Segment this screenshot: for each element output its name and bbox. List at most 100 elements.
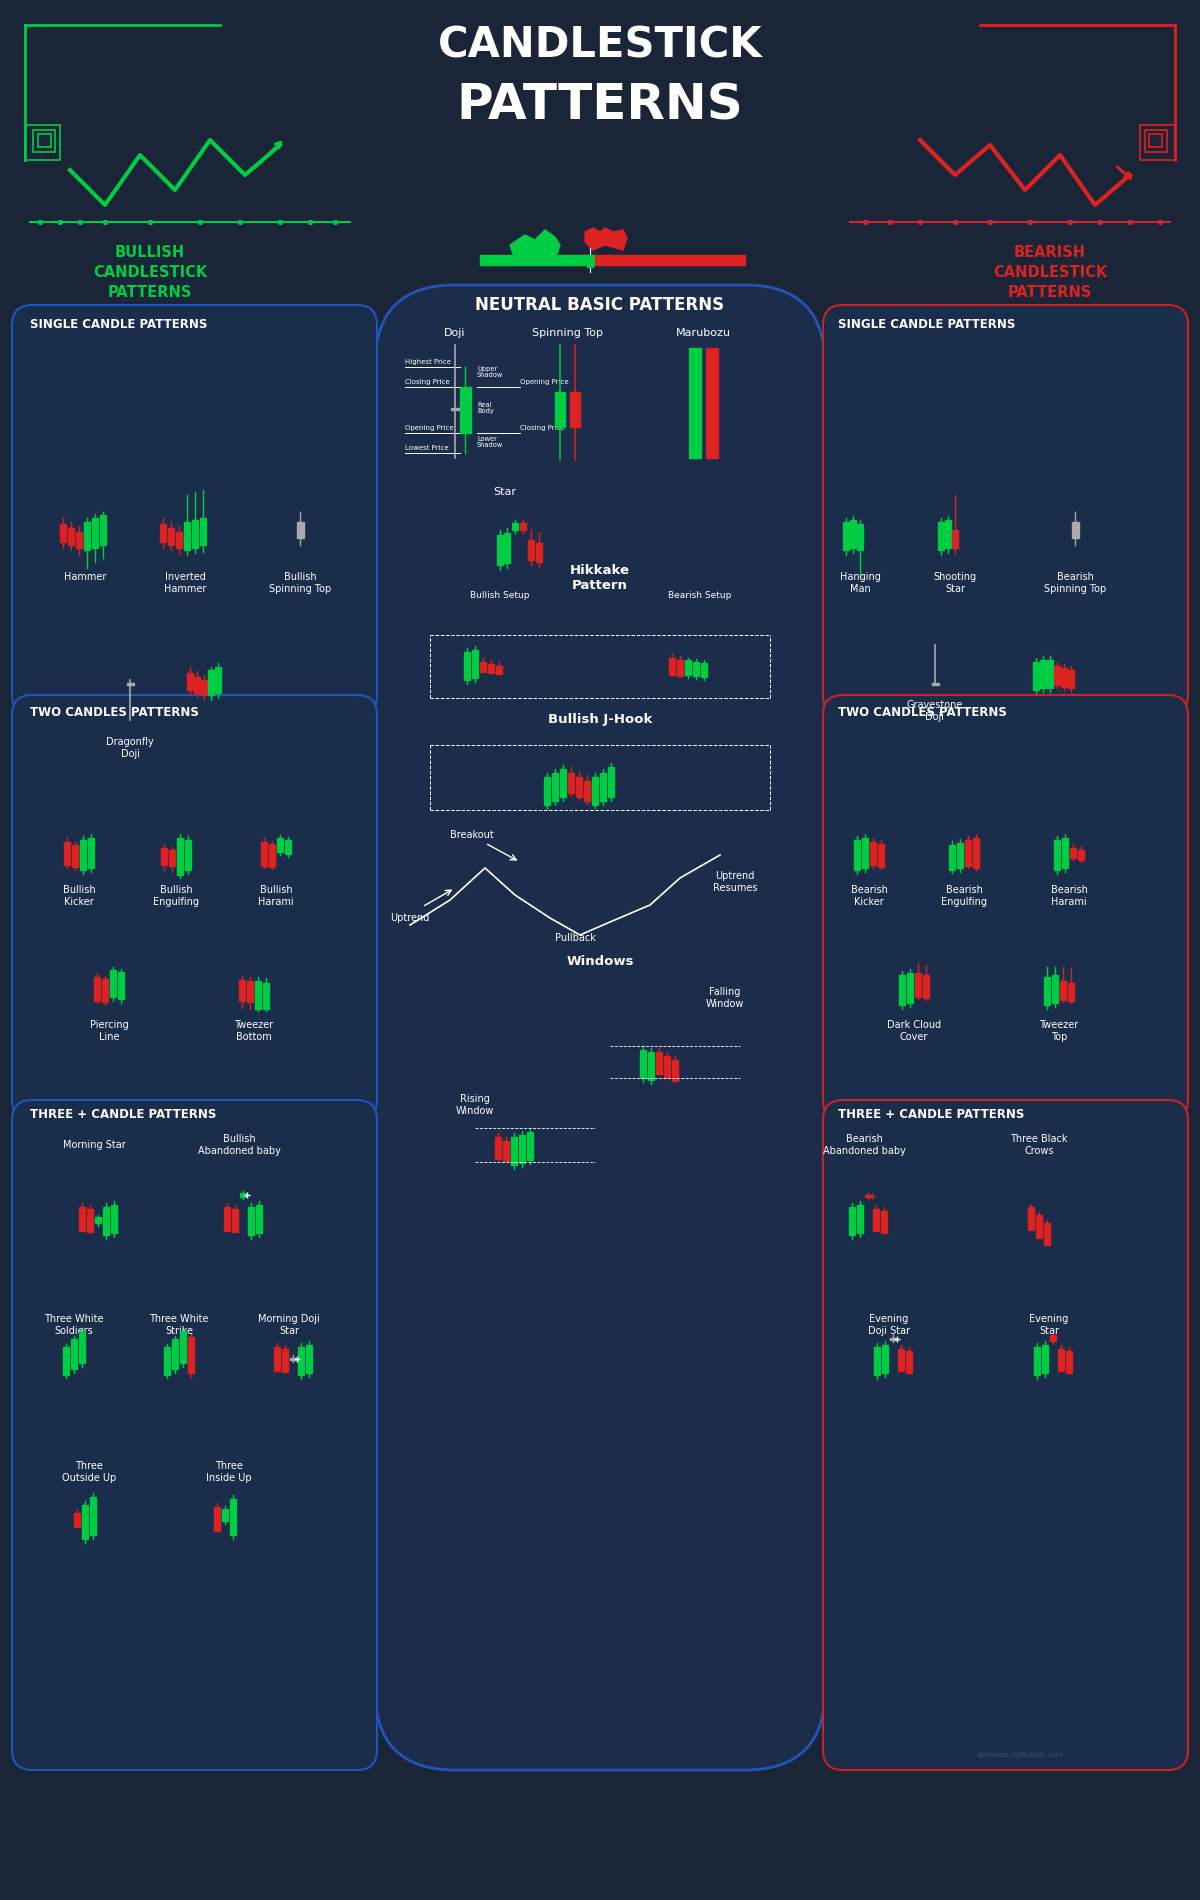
- Bar: [899, 1349, 904, 1372]
- Bar: [240, 1193, 246, 1197]
- Bar: [464, 652, 469, 680]
- Bar: [899, 975, 905, 1005]
- Bar: [953, 530, 958, 547]
- Text: TWO CANDLES PATTERNS: TWO CANDLES PATTERNS: [838, 705, 1007, 718]
- Bar: [600, 773, 606, 802]
- Bar: [290, 1358, 295, 1360]
- Bar: [587, 255, 593, 268]
- Bar: [694, 661, 698, 676]
- Bar: [194, 676, 199, 694]
- Text: Uptrend
Resumes: Uptrend Resumes: [713, 872, 757, 893]
- Bar: [706, 348, 718, 458]
- Bar: [79, 1332, 85, 1362]
- Text: THREE + CANDLE PATTERNS: THREE + CANDLE PATTERNS: [30, 1108, 216, 1121]
- Text: Gravestone
Doji: Gravestone Doji: [907, 699, 964, 722]
- Bar: [60, 524, 66, 542]
- Bar: [504, 534, 510, 562]
- Text: NEUTRAL BASIC PATTERNS: NEUTRAL BASIC PATTERNS: [475, 296, 725, 314]
- FancyBboxPatch shape: [374, 285, 826, 1771]
- Bar: [286, 840, 290, 853]
- Bar: [874, 1208, 878, 1231]
- Bar: [68, 528, 73, 545]
- Bar: [498, 536, 503, 564]
- FancyBboxPatch shape: [12, 1100, 377, 1771]
- Bar: [101, 515, 106, 545]
- Bar: [1067, 1351, 1072, 1374]
- Text: Lower
Shadow: Lower Shadow: [478, 435, 503, 448]
- Bar: [1060, 980, 1066, 999]
- Bar: [118, 973, 124, 999]
- Text: Highest Price: Highest Price: [406, 359, 451, 365]
- Bar: [74, 1512, 80, 1528]
- Bar: [1052, 975, 1058, 1003]
- Bar: [296, 522, 304, 538]
- Text: Bearish
Abandoned baby: Bearish Abandoned baby: [822, 1134, 906, 1155]
- Bar: [851, 521, 856, 547]
- Text: THREE + CANDLE PATTERNS: THREE + CANDLE PATTERNS: [838, 1108, 1025, 1121]
- Bar: [1048, 659, 1052, 688]
- Text: Bullish
Abandoned baby: Bullish Abandoned baby: [198, 1134, 281, 1155]
- Bar: [689, 348, 701, 458]
- Bar: [1054, 840, 1060, 870]
- Text: Bullish
Kicker: Bullish Kicker: [62, 885, 95, 906]
- Bar: [72, 846, 78, 866]
- Text: Tweezer
Top: Tweezer Top: [1039, 1020, 1079, 1041]
- Bar: [946, 521, 950, 547]
- Bar: [275, 1347, 280, 1372]
- Bar: [1040, 659, 1045, 688]
- Text: Morning Doji
Star: Morning Doji Star: [258, 1315, 320, 1336]
- Text: Doji: Doji: [444, 329, 466, 338]
- Bar: [576, 777, 582, 796]
- Text: Bearish
Engulfing: Bearish Engulfing: [941, 885, 986, 906]
- Bar: [949, 846, 955, 870]
- Bar: [263, 982, 269, 1009]
- Bar: [504, 1142, 509, 1161]
- Text: Evening
Doji Star: Evening Doji Star: [868, 1315, 910, 1336]
- Text: Upper
Shadow: Upper Shadow: [478, 365, 503, 378]
- Bar: [1078, 849, 1084, 861]
- Text: Breakout: Breakout: [450, 830, 493, 840]
- Text: Star: Star: [493, 486, 516, 498]
- Text: Bearish
Kicker: Bearish Kicker: [851, 885, 888, 906]
- Bar: [64, 1347, 68, 1376]
- Bar: [497, 667, 502, 674]
- Text: Lowest Price: Lowest Price: [406, 445, 449, 450]
- Bar: [1044, 1224, 1050, 1245]
- Bar: [102, 978, 108, 1001]
- Bar: [488, 663, 493, 673]
- Bar: [282, 1349, 288, 1372]
- Bar: [161, 524, 166, 542]
- Bar: [560, 770, 565, 796]
- Text: Hammer: Hammer: [64, 572, 106, 581]
- Bar: [1034, 1347, 1039, 1376]
- Bar: [1036, 1214, 1042, 1239]
- Bar: [882, 1345, 888, 1374]
- Bar: [79, 1206, 84, 1231]
- Bar: [256, 980, 260, 1009]
- Text: SINGLE CANDLE PATTERNS: SINGLE CANDLE PATTERNS: [838, 319, 1015, 331]
- Text: Bullish J-Hook: Bullish J-Hook: [548, 714, 652, 726]
- Text: Bullish
Spinning Top: Bullish Spinning Top: [269, 572, 331, 593]
- Bar: [77, 532, 82, 547]
- Bar: [973, 838, 979, 868]
- Bar: [176, 532, 181, 547]
- Bar: [90, 1497, 96, 1535]
- Text: Dark Cloud
Cover: Dark Cloud Cover: [887, 1020, 941, 1041]
- Bar: [1068, 982, 1074, 1001]
- Bar: [958, 844, 962, 868]
- Bar: [881, 1210, 887, 1233]
- Bar: [552, 773, 558, 802]
- Bar: [277, 838, 283, 851]
- Bar: [593, 777, 598, 806]
- Bar: [230, 1499, 236, 1535]
- FancyBboxPatch shape: [12, 306, 377, 714]
- Text: Three
Outside Up: Three Outside Up: [62, 1461, 116, 1482]
- Bar: [269, 844, 275, 866]
- Bar: [224, 1206, 229, 1231]
- Text: Piercing
Line: Piercing Line: [90, 1020, 128, 1041]
- Bar: [38, 135, 50, 146]
- Bar: [161, 847, 167, 864]
- Text: Marubozu: Marubozu: [676, 329, 731, 338]
- Bar: [890, 1338, 895, 1340]
- Bar: [1145, 129, 1166, 152]
